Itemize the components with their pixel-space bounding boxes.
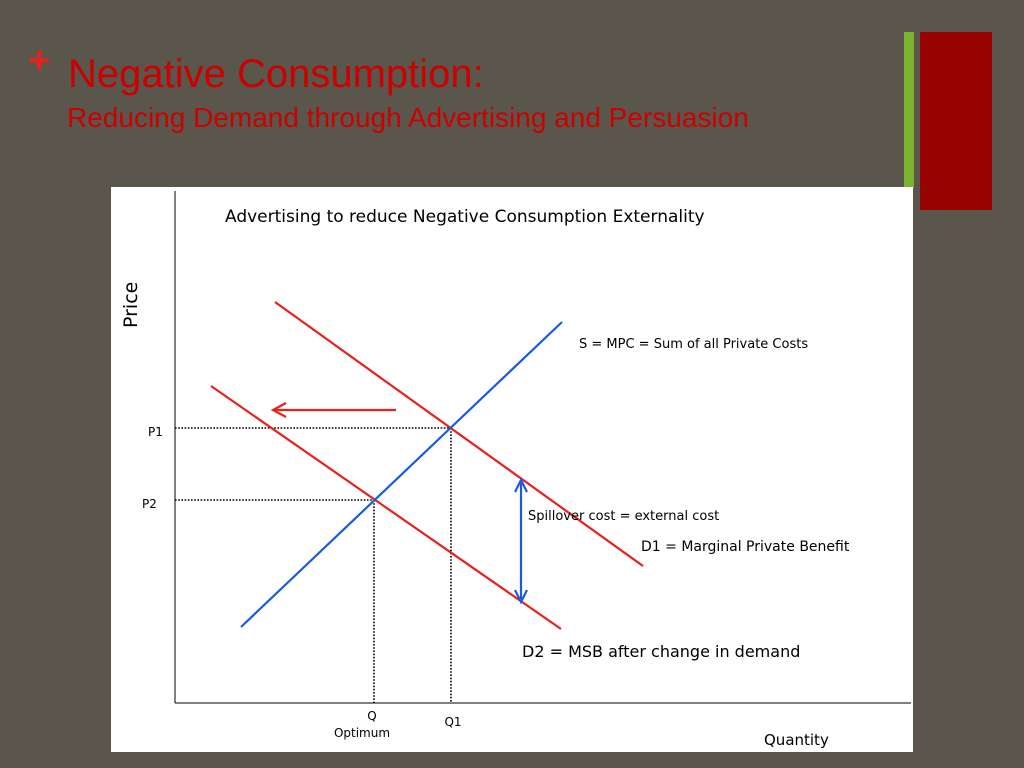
diagram-title: Advertising to reduce Negative Consumpti… xyxy=(225,207,705,227)
d1-line xyxy=(274,301,644,567)
supply-line xyxy=(240,321,563,628)
left-arrow-icon xyxy=(270,402,396,418)
p1-label: P1 xyxy=(148,425,163,439)
slide-subtitle: Reducing Demand through Advertising and … xyxy=(67,102,749,133)
diagram-panel: Advertising to reduce Negative Consumpti… xyxy=(111,187,913,752)
optimum-label: Optimum xyxy=(334,726,390,740)
y-axis-label: Price xyxy=(120,282,142,328)
spillover-label: Spillover cost = external cost xyxy=(528,509,719,524)
red-accent-block xyxy=(920,32,992,210)
q-label: Q xyxy=(367,709,376,723)
x-axis-label: Quantity xyxy=(764,731,829,749)
externality-diagram: Advertising to reduce Negative Consumpti… xyxy=(120,191,911,749)
slide-title: Negative Consumption: xyxy=(68,52,484,96)
supply-label: S = MPC = Sum of all Private Costs xyxy=(579,337,808,352)
d2-label: D2 = MSB after change in demand xyxy=(522,642,800,661)
double-arrow-icon xyxy=(514,477,528,605)
p2-label: P2 xyxy=(142,497,157,511)
q1-label: Q1 xyxy=(444,715,461,729)
green-accent-bar xyxy=(904,32,914,188)
d1-label: D1 = Marginal Private Benefit xyxy=(641,539,850,555)
plus-icon: + xyxy=(28,40,51,82)
d2-line xyxy=(210,385,562,630)
